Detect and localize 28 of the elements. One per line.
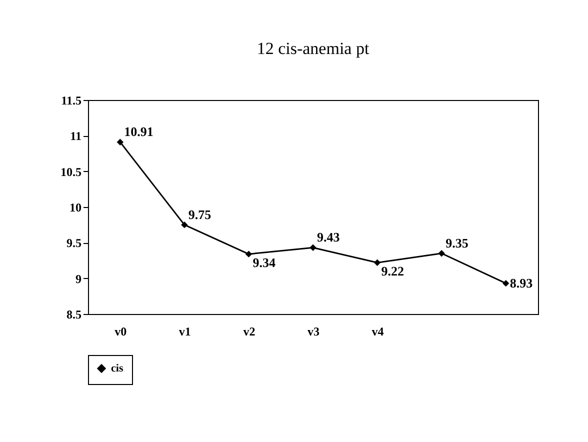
point <box>181 221 188 228</box>
point <box>438 250 445 257</box>
x-tick-label: v4 <box>372 324 384 338</box>
y-tick-label: 9 <box>76 272 82 286</box>
point <box>374 259 381 266</box>
point <box>245 250 252 258</box>
point <box>116 138 124 146</box>
y-tick-label: 11.5 <box>61 94 82 108</box>
x-tick-label: v1 <box>178 324 191 338</box>
data-label: 9.43 <box>317 230 340 245</box>
x-tick-label: v2 <box>243 324 256 338</box>
point <box>310 244 316 252</box>
legend-label: cis <box>111 362 124 374</box>
data-label: 10.91 <box>124 124 154 140</box>
y-tick-label: 10.5 <box>60 164 82 179</box>
x-tick-label: v3 <box>308 324 320 338</box>
y-tick-label: 9.5 <box>66 236 82 250</box>
data-label: 9.35 <box>446 235 469 250</box>
data-label: 9.22 <box>381 264 404 279</box>
data-label: 9.75 <box>188 206 212 222</box>
chart-title: 12 cis-anemia pt <box>256 39 370 58</box>
x-tick-label: v0 <box>114 324 127 338</box>
y-tick-label: 11 <box>70 129 82 144</box>
y-tick-label: 8.5 <box>66 308 82 322</box>
y-tick-label: 10 <box>70 200 82 214</box>
data-label: 9.34 <box>252 255 276 270</box>
data-label: 8.93 <box>510 275 534 290</box>
point <box>502 280 510 287</box>
